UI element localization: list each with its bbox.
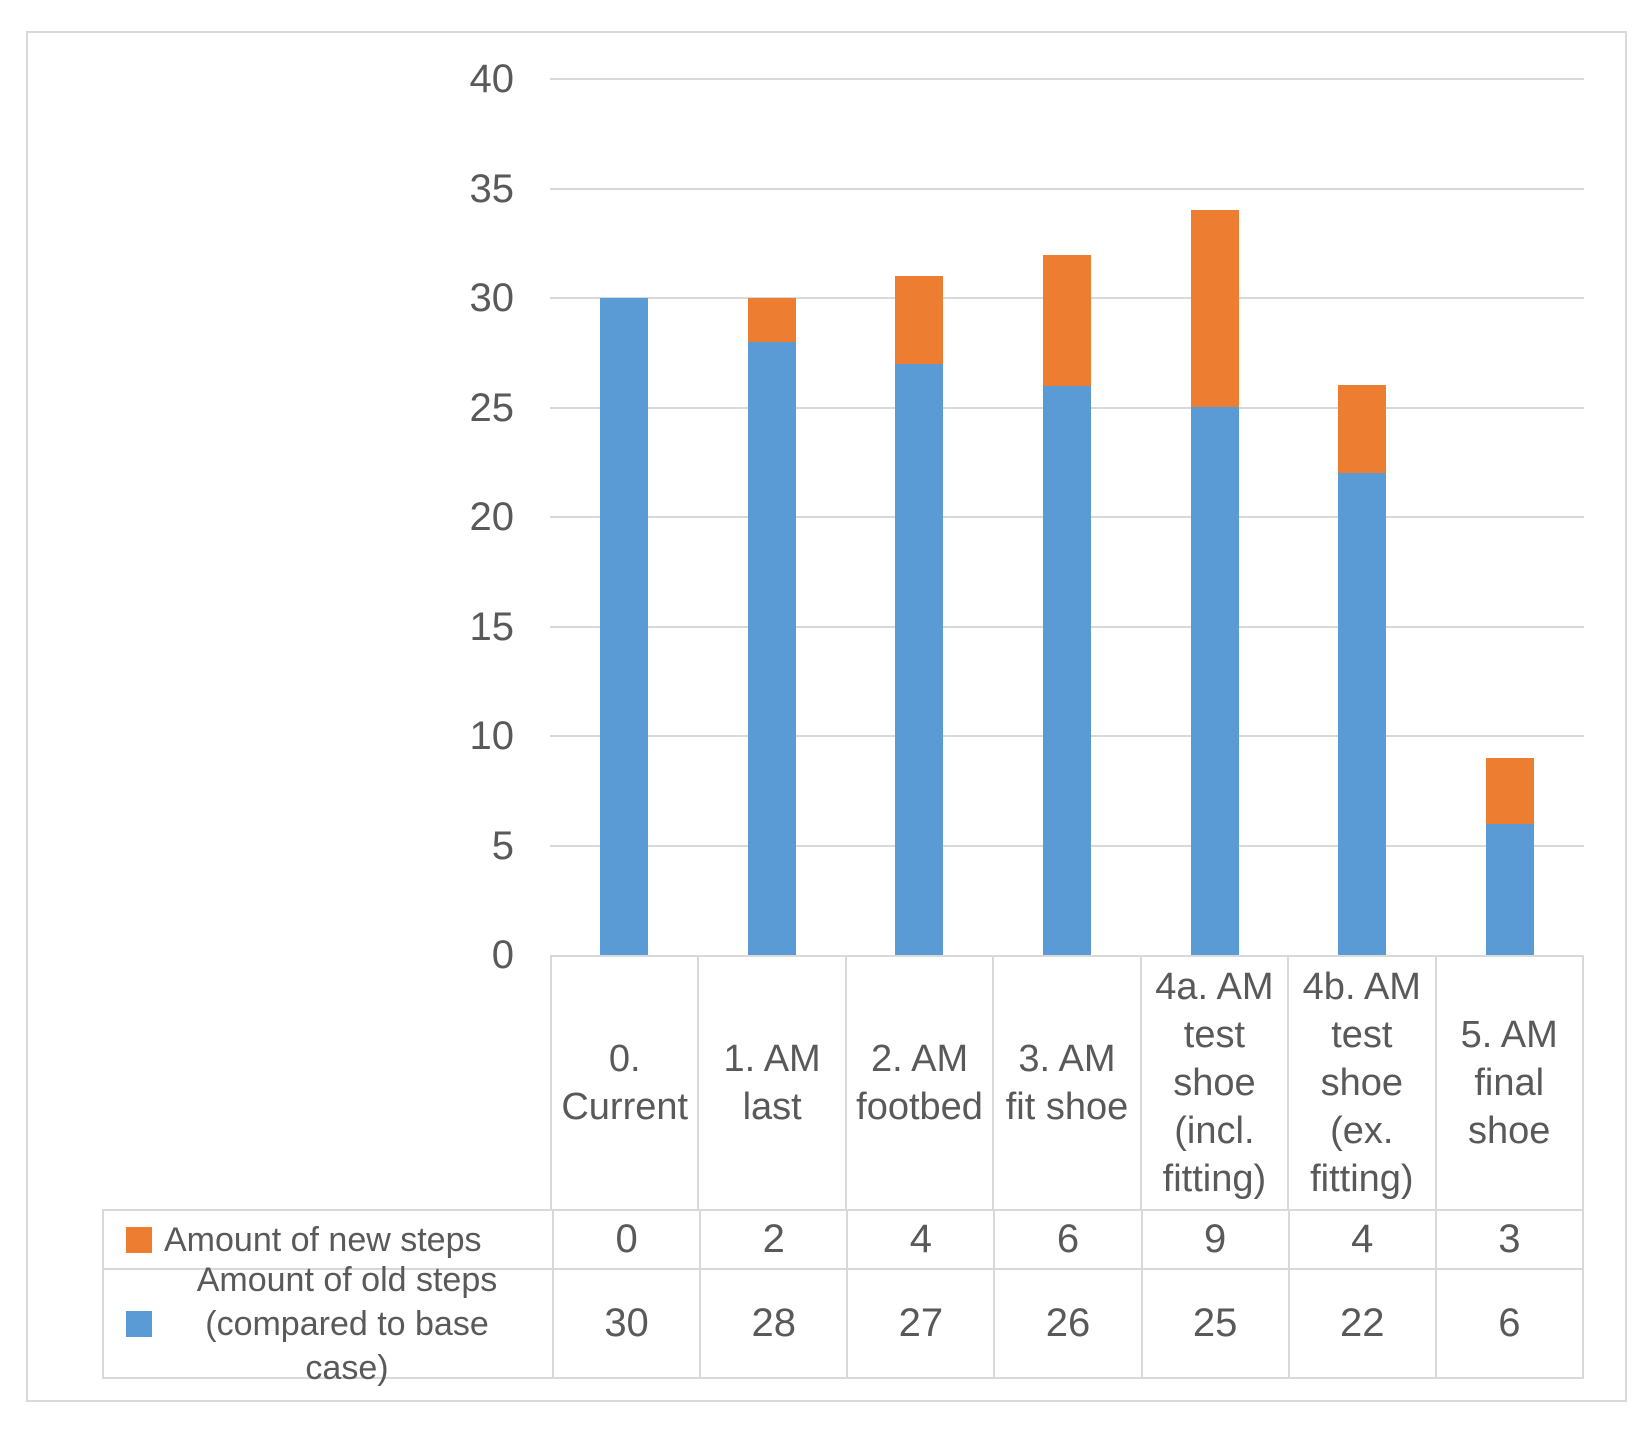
value-cell: 3 <box>1434 1211 1582 1268</box>
value-cell: 25 <box>1140 1270 1288 1377</box>
value: 25 <box>1192 1301 1238 1345</box>
y-axis-label: 10 <box>469 714 515 758</box>
value-cell: 22 <box>1287 1270 1435 1377</box>
bar-column <box>1436 79 1584 955</box>
series-name: Amount of old steps (compared to base ca… <box>196 1260 498 1387</box>
stacked-bar <box>895 276 944 955</box>
series-values: 0 2 4 6 9 4 3 <box>552 1211 1582 1268</box>
bar-segment-new-steps <box>895 276 944 364</box>
value-cell: 4 <box>846 1211 993 1268</box>
bar-column <box>993 79 1141 955</box>
category-label: 4a. AM test shoe (incl. fitting) <box>1155 966 1274 1200</box>
value: 4 <box>909 1217 932 1261</box>
value: 4 <box>1351 1217 1374 1261</box>
bar-segment-new-steps <box>1338 385 1387 473</box>
value: 6 <box>1498 1301 1521 1345</box>
value: 6 <box>1056 1217 1080 1261</box>
bar-column <box>550 79 698 955</box>
category-label: 2. AM footbed <box>856 1038 983 1128</box>
bar-column <box>845 79 993 955</box>
category-cell: 0. Current <box>552 957 697 1209</box>
bar-column <box>1141 79 1289 955</box>
stacked-bar <box>1486 758 1535 955</box>
gridline <box>550 78 1584 80</box>
gridline <box>550 187 1584 190</box>
value-cell: 9 <box>1140 1211 1288 1268</box>
category-label: 3. AM fit shoe <box>1005 1038 1129 1128</box>
category-cell: 2. AM footbed <box>844 957 992 1209</box>
value-cell: 26 <box>993 1270 1140 1377</box>
value-cell: 4 <box>1287 1211 1435 1268</box>
stacked-bar <box>599 298 648 955</box>
plot-area <box>550 78 1584 955</box>
value: 2 <box>762 1217 785 1261</box>
bar-segment-old-steps <box>1043 386 1092 955</box>
category-cell: 4a. AM test shoe (incl. fitting) <box>1139 957 1287 1209</box>
bar-segment-old-steps <box>1190 407 1239 955</box>
legend-swatch-old-steps <box>126 1310 152 1337</box>
stacked-bar <box>747 298 796 955</box>
value: 26 <box>1045 1301 1091 1345</box>
bar-segment-new-steps <box>1043 255 1092 386</box>
bar-segment-new-steps <box>1190 210 1239 407</box>
bar-segment-new-steps <box>747 298 796 342</box>
series-name: Amount of new steps <box>164 1220 482 1259</box>
value-cell: 0 <box>552 1211 699 1268</box>
value-cell: 28 <box>699 1270 846 1377</box>
bar-column <box>698 79 846 955</box>
bar-segment-new-steps <box>1486 758 1535 824</box>
bar-segment-old-steps <box>599 298 648 955</box>
y-axis: 0 5 10 15 20 25 30 35 40 <box>28 59 515 975</box>
category-label: 0. Current <box>561 1038 689 1128</box>
y-axis-label: 5 <box>491 823 514 868</box>
value: 9 <box>1204 1217 1227 1261</box>
value: 28 <box>751 1301 796 1345</box>
y-axis-label: 25 <box>469 385 515 430</box>
bar-segment-old-steps <box>895 364 944 955</box>
chart-frame: 0 5 10 15 20 25 30 35 40 0. Current 1. AM last 2. … <box>26 31 1627 1402</box>
value: 22 <box>1340 1301 1385 1345</box>
bar-column <box>1289 79 1437 955</box>
bar-segment-old-steps <box>747 342 796 955</box>
category-cell: 5. AM final shoe <box>1434 957 1582 1209</box>
value-cell: 6 <box>993 1211 1140 1268</box>
y-axis-label: 30 <box>469 276 515 320</box>
category-cell: 3. AM fit shoe <box>992 957 1139 1209</box>
stacked-bar <box>1043 255 1092 955</box>
value: 0 <box>615 1217 638 1261</box>
value-cell: 2 <box>699 1211 846 1268</box>
legend-swatch-new-steps <box>126 1226 152 1253</box>
bar-segment-old-steps <box>1486 824 1535 955</box>
y-axis-label: 15 <box>469 604 515 649</box>
value-cell: 6 <box>1434 1270 1582 1377</box>
series-values: 30 28 27 26 25 22 6 <box>552 1270 1582 1377</box>
legend-label-cell: Amount of new steps <box>104 1211 552 1268</box>
value-cell: 30 <box>552 1270 699 1377</box>
y-axis-label: 35 <box>469 166 515 211</box>
category-label: 5. AM final shoe <box>1460 1014 1558 1152</box>
bar-columns <box>550 79 1584 955</box>
category-cell: 4b. AM test shoe (ex. fitting) <box>1287 957 1434 1209</box>
category-axis: 0. Current 1. AM last 2. AM footbed 3. AM f… <box>550 955 1584 1209</box>
legend-row-new-steps: Amount of new steps 0 2 4 6 9 4 3 <box>102 1209 1584 1270</box>
stacked-bar <box>1190 210 1239 955</box>
category-cell: 1. AM last <box>697 957 844 1209</box>
value: 3 <box>1498 1217 1521 1261</box>
y-axis-label: 40 <box>469 57 515 101</box>
legend-row-old-steps: Amount of old steps (compared to base ca… <box>102 1261 1584 1387</box>
value: 30 <box>604 1301 649 1345</box>
legend-label-cell: Amount of old steps (compared to base ca… <box>104 1261 552 1387</box>
value: 27 <box>898 1301 944 1345</box>
bar-segment-old-steps <box>1338 473 1387 955</box>
value-cell: 27 <box>846 1270 993 1377</box>
category-label: 4b. AM test shoe (ex. fitting) <box>1302 966 1421 1200</box>
stacked-bar <box>1338 385 1387 955</box>
y-axis-label: 20 <box>469 495 515 539</box>
y-axis-label: 0 <box>491 933 514 977</box>
category-label: 1. AM last <box>723 1038 821 1128</box>
